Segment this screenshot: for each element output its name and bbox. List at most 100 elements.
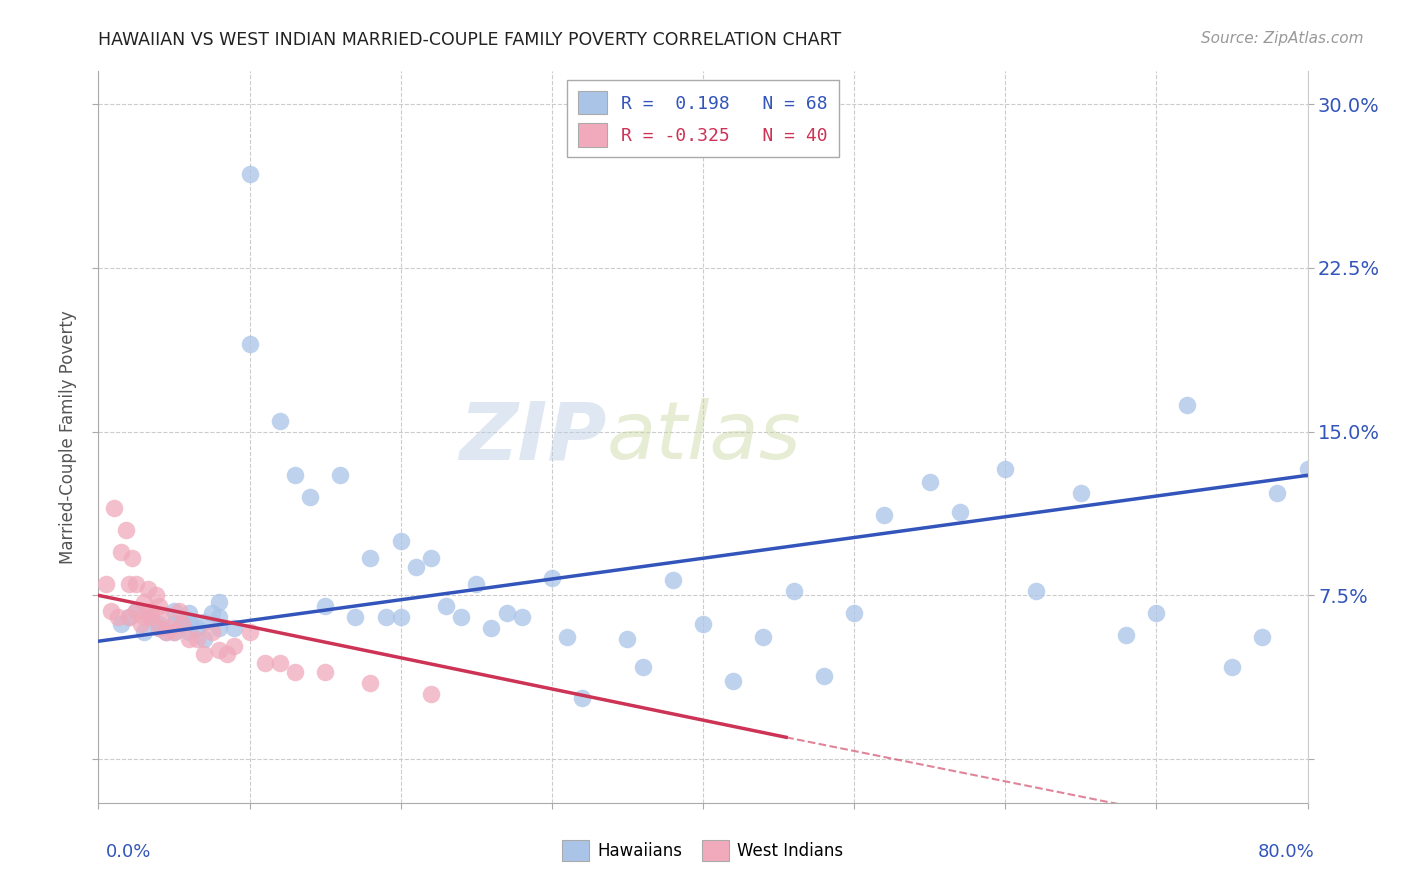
Point <box>1115 628 1137 642</box>
Point <box>208 643 231 657</box>
Point <box>201 625 224 640</box>
Point <box>752 630 775 644</box>
Point <box>148 621 170 635</box>
Point <box>163 625 186 640</box>
Point <box>132 625 155 640</box>
Point <box>193 632 215 646</box>
Point <box>360 675 382 690</box>
Point <box>193 615 215 629</box>
Point <box>100 604 122 618</box>
Point <box>145 588 167 602</box>
Point <box>873 508 896 522</box>
Text: ZIP: ZIP <box>458 398 606 476</box>
Point <box>224 621 246 635</box>
Point <box>994 461 1017 475</box>
Point <box>239 167 262 181</box>
Point <box>179 606 201 620</box>
Point <box>253 656 276 670</box>
Point <box>374 610 396 624</box>
Point <box>170 616 193 631</box>
Point <box>239 337 262 351</box>
Point <box>1267 485 1289 500</box>
Text: HAWAIIAN VS WEST INDIAN MARRIED-COUPLE FAMILY POVERTY CORRELATION CHART: HAWAIIAN VS WEST INDIAN MARRIED-COUPLE F… <box>98 31 842 49</box>
Point <box>118 610 141 624</box>
Point <box>179 615 201 629</box>
Point <box>118 610 141 624</box>
Point <box>405 560 427 574</box>
Point <box>121 551 143 566</box>
Point <box>148 616 170 631</box>
Point <box>215 648 238 662</box>
Point <box>163 616 186 631</box>
Point <box>94 577 117 591</box>
Point <box>125 604 148 618</box>
Point <box>208 595 231 609</box>
Point <box>103 501 125 516</box>
Point <box>129 616 152 631</box>
Point <box>224 639 246 653</box>
Point <box>148 599 170 614</box>
Point <box>540 571 562 585</box>
Point <box>314 599 336 614</box>
Point <box>1024 584 1046 599</box>
Point <box>1251 630 1274 644</box>
Text: Source: ZipAtlas.com: Source: ZipAtlas.com <box>1201 31 1364 46</box>
Point <box>284 468 307 483</box>
Point <box>723 673 745 688</box>
Point <box>132 595 155 609</box>
Point <box>269 656 291 670</box>
Point <box>314 665 336 679</box>
Point <box>163 604 186 618</box>
Point <box>269 414 291 428</box>
Point <box>918 475 941 489</box>
Point <box>434 599 457 614</box>
Point <box>1220 660 1243 674</box>
Text: atlas: atlas <box>606 398 801 476</box>
Point <box>136 582 159 596</box>
Point <box>239 625 262 640</box>
Point <box>465 577 488 591</box>
Point <box>155 625 177 640</box>
Point <box>150 610 173 624</box>
Point <box>179 632 201 646</box>
Point <box>1175 399 1198 413</box>
Point <box>420 687 443 701</box>
Point <box>1144 606 1167 620</box>
Point <box>201 606 224 620</box>
Point <box>329 468 352 483</box>
Text: 0.0%: 0.0% <box>105 843 150 861</box>
Point <box>132 610 155 624</box>
Point <box>208 621 231 635</box>
Point <box>114 523 136 537</box>
Point <box>631 660 654 674</box>
Point <box>844 606 866 620</box>
Point <box>661 573 683 587</box>
Point <box>141 610 163 624</box>
Point <box>299 490 322 504</box>
Point <box>167 604 190 618</box>
Point <box>1296 461 1319 475</box>
Y-axis label: Married-Couple Family Poverty: Married-Couple Family Poverty <box>59 310 77 564</box>
Point <box>160 621 183 635</box>
Point <box>186 632 208 646</box>
Point <box>360 551 382 566</box>
Point <box>450 610 472 624</box>
Point <box>692 616 714 631</box>
Point <box>571 691 593 706</box>
Point <box>141 604 163 618</box>
Point <box>125 604 148 618</box>
Point <box>783 584 806 599</box>
Point <box>481 621 503 635</box>
Point <box>389 610 412 624</box>
Point <box>110 616 132 631</box>
Point <box>510 610 533 624</box>
Point <box>813 669 835 683</box>
Point <box>949 505 972 519</box>
Point <box>555 630 578 644</box>
Point <box>107 610 129 624</box>
Point <box>389 533 412 548</box>
Point <box>1070 485 1092 500</box>
Point <box>125 577 148 591</box>
Point <box>155 625 177 640</box>
Point <box>420 551 443 566</box>
